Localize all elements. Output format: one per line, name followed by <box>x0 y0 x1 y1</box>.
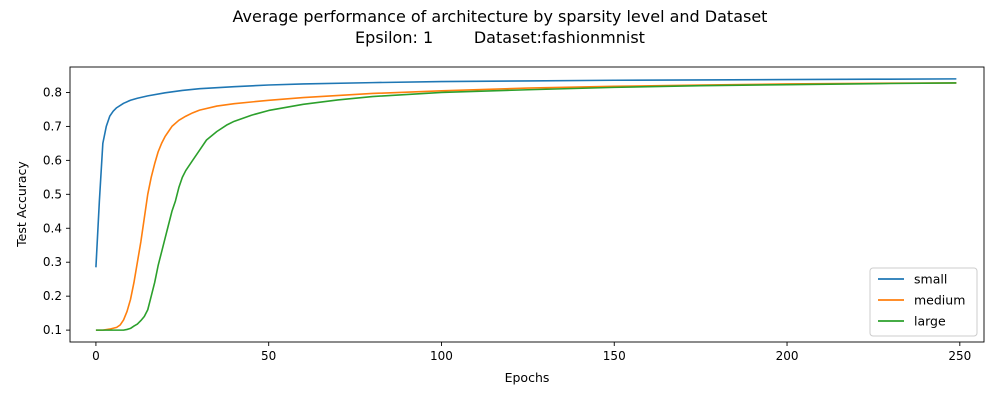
y-tick-label: 0.8 <box>43 85 62 99</box>
series-layer <box>95 78 957 331</box>
chart-subtitle: Epsilon: 1 Dataset:fashionmnist <box>355 28 645 47</box>
series-line-medium <box>95 82 957 331</box>
x-tick-label: 50 <box>261 349 276 363</box>
y-axis-label: Test Accuracy <box>14 161 29 248</box>
y-tick-label: 0.5 <box>43 187 62 201</box>
x-tick-label: 250 <box>948 349 971 363</box>
x-tick-label: 0 <box>92 349 100 363</box>
legend-label-small: small <box>914 272 947 287</box>
legend-label-medium: medium <box>914 293 965 308</box>
x-tick-label: 200 <box>776 349 799 363</box>
y-tick-label: 0.3 <box>43 255 62 269</box>
series-line-large <box>95 82 957 331</box>
y-tick-label: 0.4 <box>43 221 62 235</box>
legend: small medium large <box>869 267 978 337</box>
x-tick-label: 150 <box>603 349 626 363</box>
x-axis-ticks: 0 50 100 150 200 250 <box>92 342 971 363</box>
chart-title: Average performance of architecture by s… <box>233 7 768 26</box>
legend-label-large: large <box>914 314 946 329</box>
x-axis-label: Epochs <box>505 370 550 385</box>
y-tick-label: 0.2 <box>43 289 62 303</box>
y-tick-label: 0.6 <box>43 153 62 167</box>
plot-area <box>69 66 985 343</box>
y-tick-label: 0.1 <box>43 323 62 337</box>
x-tick-label: 100 <box>430 349 453 363</box>
y-axis-ticks: 0.1 0.2 0.3 0.4 0.5 0.6 0.7 0.8 <box>43 85 70 337</box>
series-line-small <box>95 78 957 268</box>
legend-box <box>869 267 978 337</box>
y-tick-label: 0.7 <box>43 119 62 133</box>
